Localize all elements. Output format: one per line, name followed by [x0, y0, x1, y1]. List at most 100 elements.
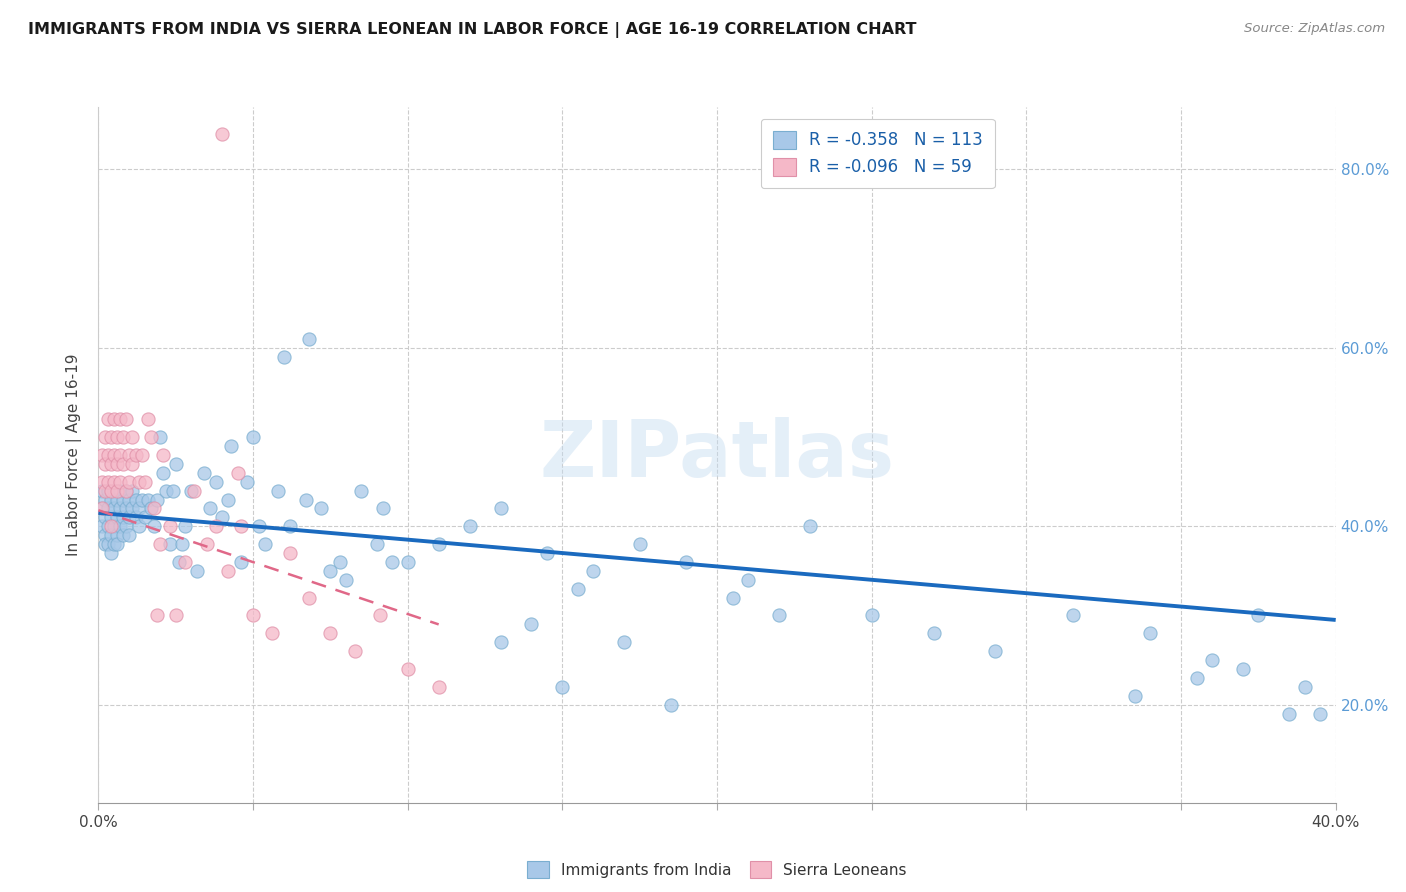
Point [860, 608, 883, 623]
Point [90, 448, 112, 462]
Point [143, 501, 166, 516]
Point [115, 412, 138, 426]
Point [922, 626, 945, 640]
Point [108, 412, 131, 426]
Point [427, 680, 450, 694]
Point [152, 448, 174, 462]
Point [118, 448, 141, 462]
Point [1294, 680, 1316, 694]
Point [350, 483, 373, 498]
Point [93, 510, 115, 524]
Point [628, 537, 651, 551]
Point [105, 510, 128, 524]
Point [193, 466, 215, 480]
Point [103, 519, 125, 533]
Point [396, 555, 419, 569]
Point [97, 501, 120, 516]
Point [139, 501, 162, 516]
Point [118, 475, 141, 489]
Point [105, 430, 128, 444]
Point [105, 537, 128, 551]
Point [131, 448, 153, 462]
Point [108, 448, 131, 462]
Point [115, 483, 138, 498]
Point [136, 412, 159, 426]
Point [143, 519, 166, 533]
Point [115, 483, 138, 498]
Point [90, 475, 112, 489]
Point [112, 510, 135, 524]
Point [97, 537, 120, 551]
Point [146, 492, 169, 507]
Point [136, 492, 159, 507]
Point [159, 519, 181, 533]
Point [97, 475, 120, 489]
Point [205, 475, 228, 489]
Point [105, 483, 128, 498]
Point [536, 546, 558, 560]
Point [90, 483, 112, 498]
Point [97, 412, 120, 426]
Point [260, 626, 283, 640]
Point [128, 519, 150, 533]
Point [121, 457, 143, 471]
Point [294, 492, 316, 507]
Point [93, 492, 115, 507]
Point [118, 528, 141, 542]
Point [183, 483, 205, 498]
Point [381, 555, 404, 569]
Point [1185, 671, 1208, 685]
Point [551, 680, 574, 694]
Point [90, 519, 112, 533]
Point [186, 564, 208, 578]
Point [1247, 608, 1270, 623]
Point [93, 537, 115, 551]
Point [93, 483, 115, 498]
Point [108, 501, 131, 516]
Point [162, 483, 184, 498]
Point [105, 457, 128, 471]
Point [124, 448, 146, 462]
Point [242, 608, 264, 623]
Point [229, 519, 252, 533]
Point [1309, 706, 1331, 721]
Point [100, 483, 122, 498]
Point [247, 519, 270, 533]
Point [254, 537, 277, 551]
Point [298, 332, 321, 346]
Point [174, 555, 197, 569]
Point [93, 528, 115, 542]
Point [103, 475, 125, 489]
Point [1123, 689, 1146, 703]
Point [124, 510, 146, 524]
Point [103, 448, 125, 462]
Point [1139, 626, 1161, 640]
Point [165, 608, 187, 623]
Point [124, 492, 146, 507]
Point [242, 430, 264, 444]
Point [149, 537, 172, 551]
Point [221, 439, 243, 453]
Point [267, 483, 290, 498]
Point [217, 492, 239, 507]
Point [174, 519, 197, 533]
Point [165, 457, 187, 471]
Point [115, 501, 138, 516]
Point [105, 492, 128, 507]
Point [721, 591, 744, 605]
Point [458, 519, 481, 533]
Point [100, 528, 122, 542]
Point [396, 662, 419, 676]
Point [159, 537, 181, 551]
Point [273, 350, 295, 364]
Point [90, 501, 112, 516]
Point [100, 457, 122, 471]
Point [768, 608, 790, 623]
Point [128, 475, 150, 489]
Point [121, 483, 143, 498]
Point [180, 483, 202, 498]
Point [108, 483, 131, 498]
Text: IMMIGRANTS FROM INDIA VS SIERRA LEONEAN IN LABOR FORCE | AGE 16-19 CORRELATION C: IMMIGRANTS FROM INDIA VS SIERRA LEONEAN … [28, 22, 917, 38]
Point [582, 564, 605, 578]
Point [427, 537, 450, 551]
